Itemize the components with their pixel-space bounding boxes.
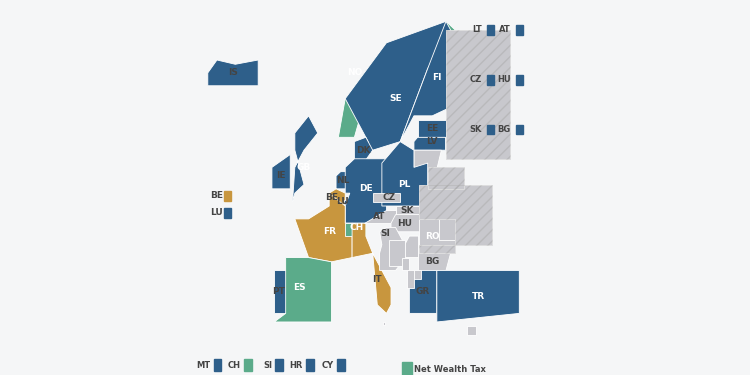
Text: TR: TR [472,292,484,301]
Text: CZ: CZ [470,75,482,84]
Text: GB: GB [297,163,311,172]
Text: IT: IT [373,274,382,284]
Text: CZ: CZ [382,193,395,202]
Text: HU: HU [497,75,511,84]
Text: LT: LT [472,25,482,34]
Polygon shape [345,159,386,223]
Polygon shape [329,189,345,206]
Polygon shape [410,270,436,314]
Text: FR: FR [322,227,336,236]
Text: LV: LV [427,137,438,146]
Bar [487,125,494,134]
Bar [516,75,524,84]
Polygon shape [419,253,451,270]
Polygon shape [345,21,446,154]
Text: DE: DE [359,184,373,194]
Text: NL: NL [336,176,350,185]
Polygon shape [407,270,414,288]
Text: PT: PT [272,287,285,296]
Polygon shape [414,137,446,150]
Polygon shape [414,150,442,169]
Text: SK: SK [470,125,482,134]
Text: BE: BE [325,193,338,202]
Polygon shape [295,193,352,262]
Bar [403,362,412,375]
Bar [214,359,221,372]
Polygon shape [364,210,395,223]
Polygon shape [419,184,492,253]
Text: LU: LU [211,209,224,218]
Polygon shape [446,30,510,159]
Text: CH: CH [350,223,364,232]
Text: LU: LU [337,197,350,206]
Text: BG: BG [425,257,439,266]
Bar [516,125,524,134]
Polygon shape [345,223,366,236]
Polygon shape [400,21,451,142]
Text: CY: CY [322,361,334,370]
Polygon shape [274,270,286,314]
Bar [516,26,524,35]
Polygon shape [344,200,347,206]
Polygon shape [419,219,455,253]
Polygon shape [405,236,418,258]
Text: DK: DK [356,146,370,154]
Text: GR: GR [416,287,430,296]
Bar [224,190,232,201]
Polygon shape [382,142,427,206]
Polygon shape [208,60,258,86]
Polygon shape [272,154,290,189]
Bar [224,208,232,218]
Text: NO: NO [346,68,362,77]
Polygon shape [355,137,373,163]
Text: EE: EE [426,124,439,133]
Bar [275,359,283,372]
Bar [338,359,345,372]
Polygon shape [274,258,332,322]
Polygon shape [388,240,405,266]
Text: CH: CH [228,361,241,370]
Polygon shape [466,326,476,335]
Polygon shape [380,228,410,270]
Text: Net Wealth Tax: Net Wealth Tax [414,364,486,374]
Text: ES: ES [293,283,306,292]
Text: AT: AT [374,212,386,221]
Polygon shape [373,193,400,202]
Text: RO: RO [425,232,439,241]
Bar [487,26,494,35]
Polygon shape [395,206,418,214]
Polygon shape [412,270,421,279]
Polygon shape [440,219,455,240]
Polygon shape [382,322,385,324]
Text: SE: SE [389,94,402,103]
Text: HR: HR [290,361,303,370]
Text: FI: FI [432,73,442,82]
Text: IE: IE [276,171,286,180]
Text: SK: SK [400,206,414,215]
Polygon shape [418,120,446,137]
Text: PL: PL [398,180,411,189]
Text: SI: SI [263,361,272,370]
Polygon shape [391,214,421,232]
Polygon shape [436,270,519,322]
Bar [306,359,314,372]
Bar [487,75,494,84]
Text: HU: HU [398,219,412,228]
Text: BE: BE [211,191,224,200]
Text: BG: BG [497,125,511,134]
Text: SI: SI [380,229,390,238]
Polygon shape [380,232,391,236]
Text: MT: MT [196,361,210,370]
Polygon shape [292,116,318,202]
Polygon shape [352,223,391,314]
Polygon shape [338,21,455,137]
Text: IS: IS [228,68,238,77]
Polygon shape [427,167,464,189]
Text: AT: AT [499,25,511,34]
Polygon shape [403,258,410,270]
Polygon shape [336,172,350,189]
Bar [244,359,252,372]
